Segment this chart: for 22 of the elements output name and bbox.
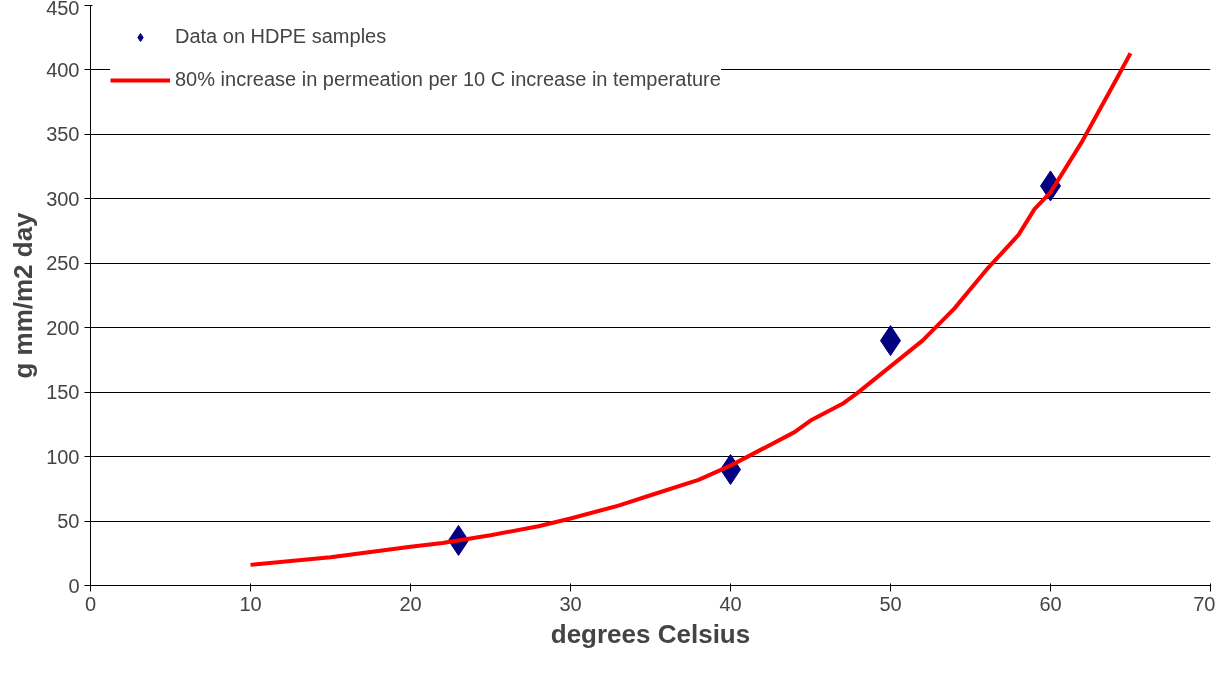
x-axis-title: degrees Celsius (550, 618, 751, 649)
x-tick-label: 30 (559, 592, 582, 615)
x-tick-label: 0 (84, 592, 97, 615)
legend-label: Data on HDPE samples (175, 25, 387, 48)
y-tick-label: 200 (46, 316, 80, 339)
y-tick-label: 50 (57, 510, 80, 533)
y-tick-label: 150 (46, 381, 80, 404)
y-axis-title: g mm/m2 day (8, 211, 39, 379)
y-tick-label: 100 (46, 445, 80, 468)
x-tick-label: 70 (1193, 592, 1216, 615)
x-tick-label: 60 (1039, 592, 1062, 615)
y-tick-label: 400 (46, 58, 80, 81)
y-tick-label: 450 (46, 0, 80, 19)
y-tick-label: 250 (46, 252, 80, 275)
y-tick-label: 350 (46, 123, 80, 146)
x-tick-label: 40 (719, 592, 742, 615)
y-tick-label: 0 (68, 574, 80, 597)
x-tick-label: 10 (239, 592, 262, 615)
legend-label: 80% increase in permeation per 10 C increase in temperature (175, 68, 721, 91)
x-tick-label: 50 (879, 592, 902, 615)
y-tick-label: 300 (46, 187, 80, 210)
x-tick-label: 20 (399, 592, 422, 615)
